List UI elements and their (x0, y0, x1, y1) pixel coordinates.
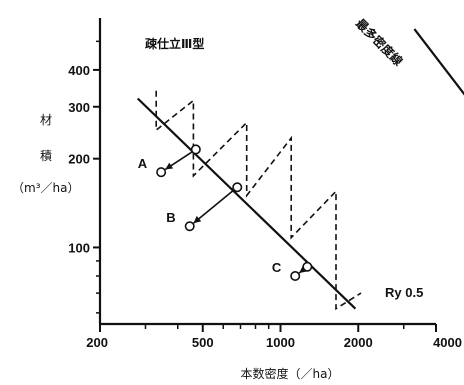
data-point (290, 271, 301, 282)
x-tick-label: 1000 (266, 335, 295, 350)
data-point (190, 144, 201, 155)
y-axis-label: 材 (40, 113, 52, 127)
max-density-label: 最多密度線 (353, 16, 406, 69)
data-point (156, 167, 167, 178)
thinning-dashed-line (155, 90, 362, 311)
data-point (232, 182, 243, 193)
arrow-head (165, 162, 174, 170)
x-tick-label: 2000 (344, 335, 373, 350)
axes: 100 200 300 400 200 500 1000 2000 4000 (68, 18, 462, 350)
x-tick-label: 200 (86, 335, 108, 350)
y-tick-label: 400 (68, 63, 90, 78)
y-tick-label: 200 (68, 152, 90, 167)
data-point (184, 221, 195, 232)
chart-title: 疎仕立Ⅲ型 (145, 36, 204, 51)
max-density-line (413, 28, 464, 96)
x-axis-label: 本数密度（／ha） (241, 366, 340, 381)
marks (136, 28, 464, 311)
y-tick-label: 100 (68, 240, 90, 255)
ry-line (136, 97, 357, 310)
ry-label: Ry 0.5 (385, 285, 423, 300)
y-axis-label: 積 (40, 148, 52, 163)
y-axis-label: （m³／ha） (12, 181, 79, 195)
y-tick-label: 300 (68, 100, 90, 115)
arrow-shaft (193, 189, 234, 224)
arrow-label: A (138, 156, 148, 171)
x-tick-label: 4000 (433, 335, 462, 350)
x-tick-label: 500 (192, 335, 214, 350)
arrow-head (299, 265, 307, 273)
arrow-label: B (166, 210, 175, 225)
arrow-label: C (272, 260, 282, 275)
arrow-head (193, 215, 202, 224)
